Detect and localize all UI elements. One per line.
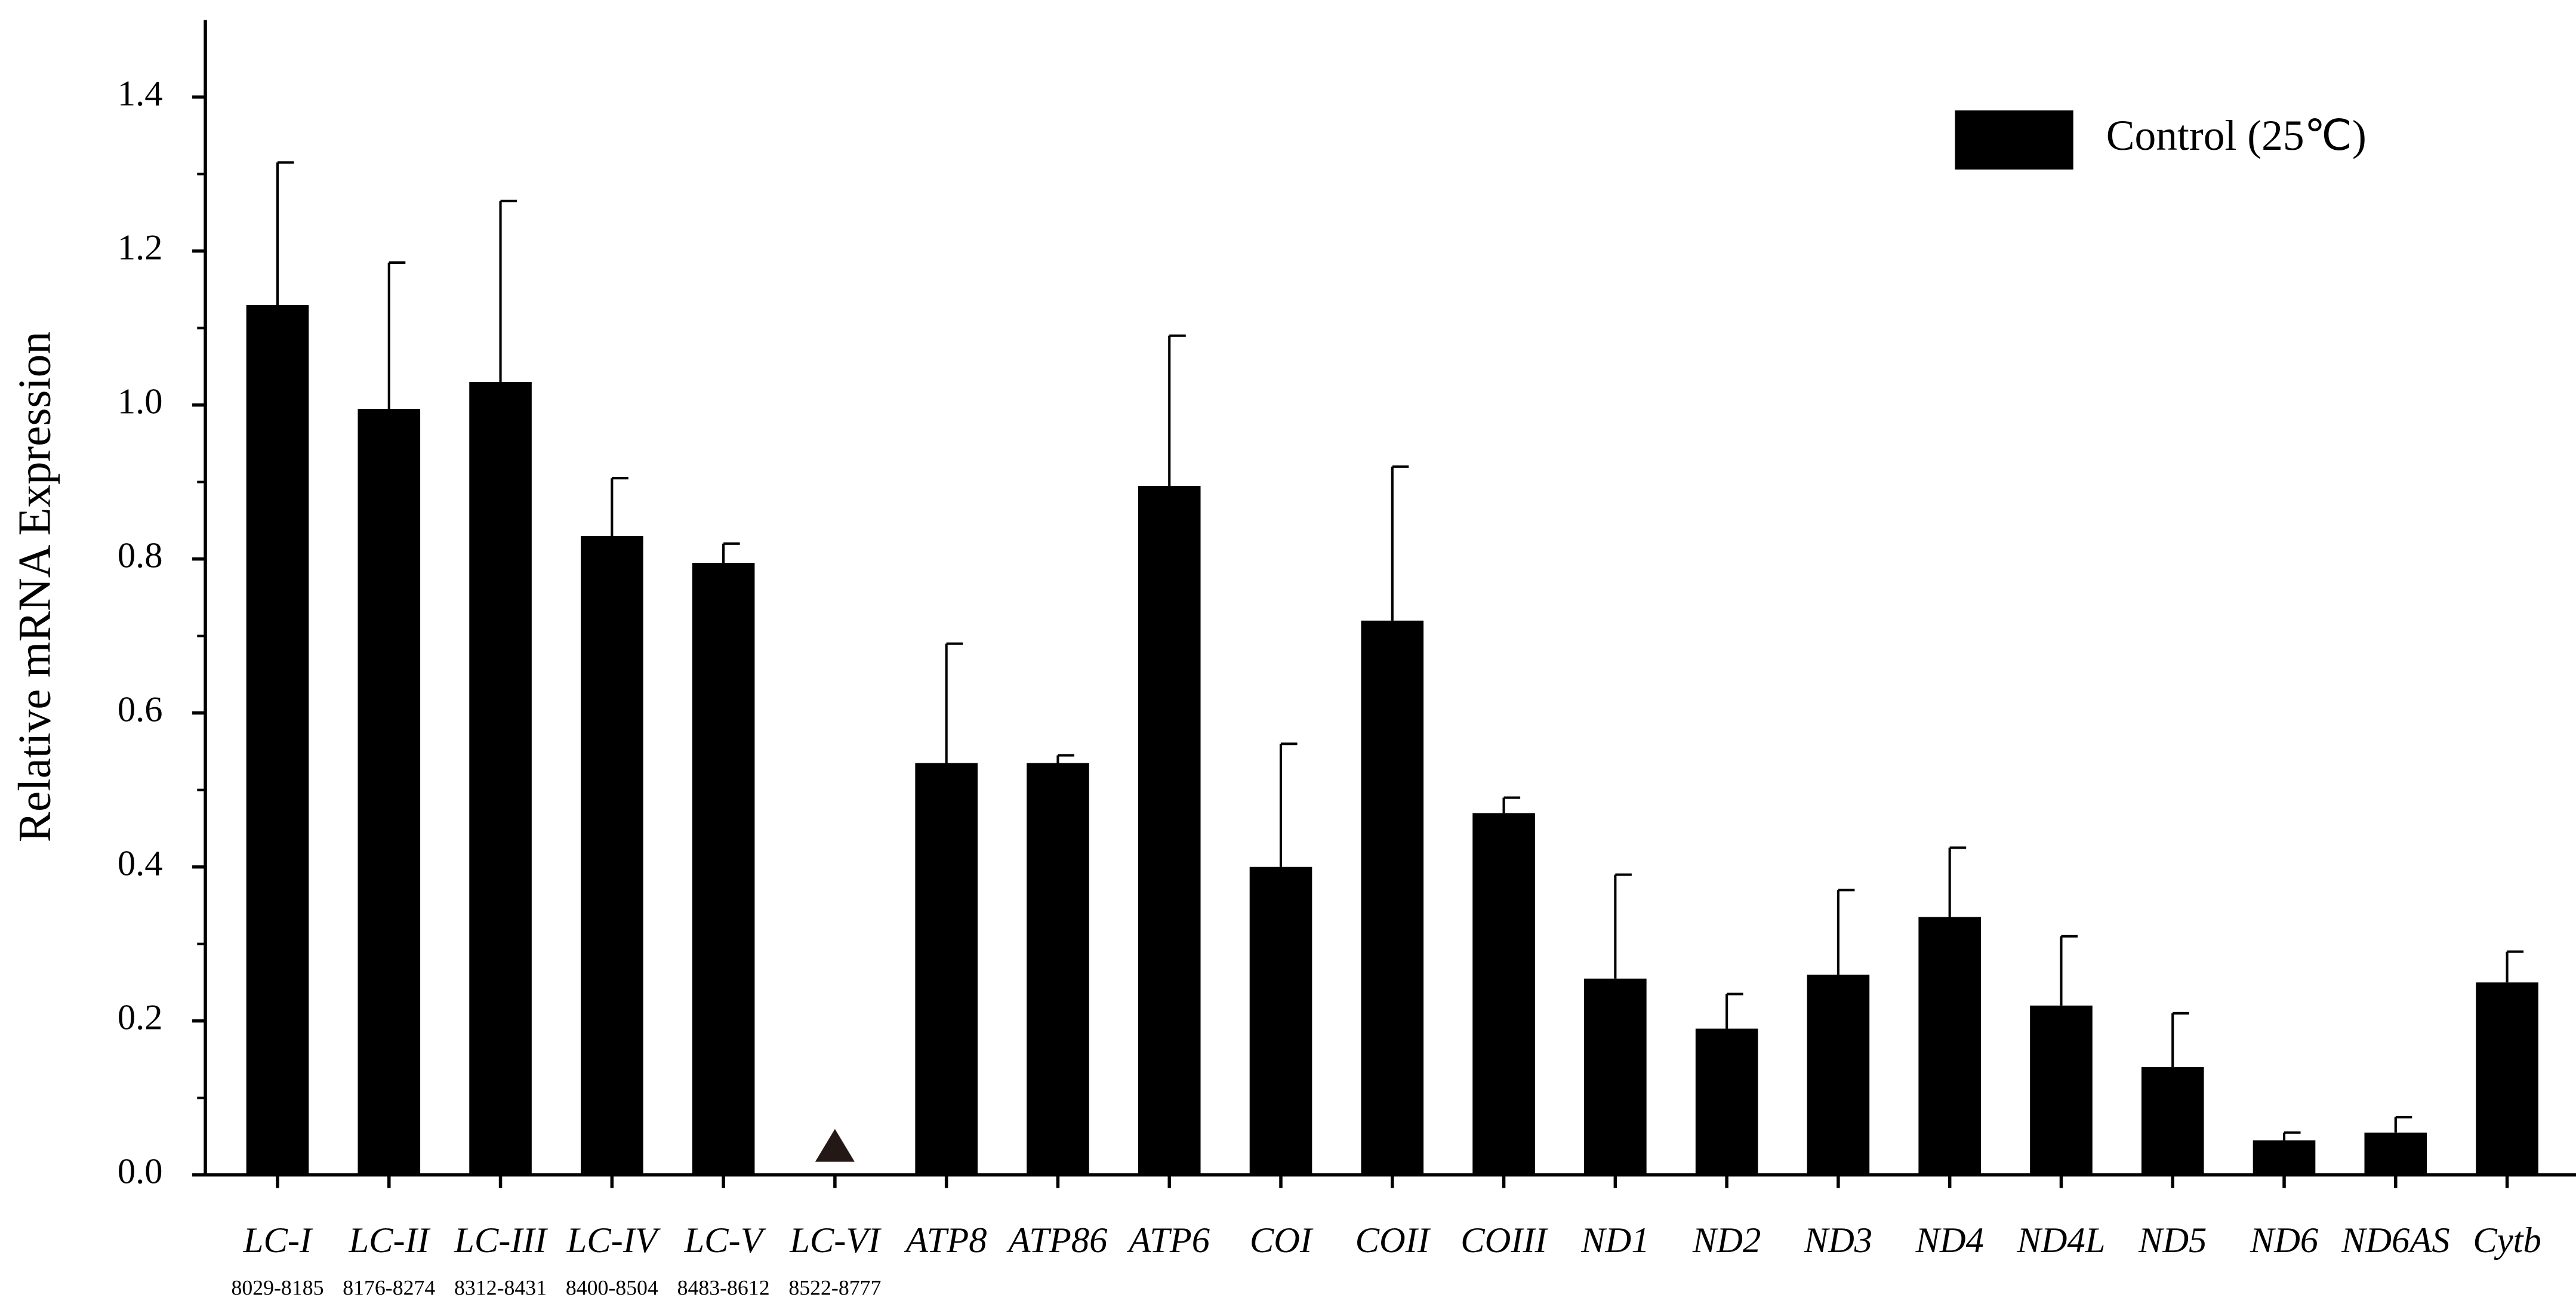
x-tick-label: ND4L xyxy=(2016,1220,2105,1260)
y-tick-label: 1.2 xyxy=(118,228,163,268)
x-tick-sublabel: 8483-8612 xyxy=(677,1276,770,1300)
x-tick-sublabel: 8176-8274 xyxy=(343,1276,435,1300)
x-tick-label: ND6AS xyxy=(2341,1220,2450,1260)
error-bar xyxy=(945,642,963,763)
bar xyxy=(358,409,421,1175)
error-bar xyxy=(1279,742,1298,867)
error-bar xyxy=(276,161,294,305)
error-bar xyxy=(1168,334,1186,486)
error-bar xyxy=(611,477,628,536)
x-tick-label: LC-II xyxy=(348,1220,430,1260)
x-tick-label: LC-I xyxy=(243,1220,313,1260)
bar xyxy=(2253,1140,2316,1175)
bar xyxy=(581,535,643,1175)
error-bar xyxy=(1614,873,1632,979)
legend-swatch xyxy=(1955,110,2073,170)
error-bar xyxy=(2394,1115,2412,1133)
bar xyxy=(692,563,755,1175)
y-tick-label: 0.0 xyxy=(118,1152,163,1192)
x-tick-label: ND5 xyxy=(2138,1220,2207,1260)
error-bar xyxy=(387,261,406,409)
bar xyxy=(246,304,309,1175)
x-tick-sublabel: 8312-8431 xyxy=(454,1276,547,1300)
bar xyxy=(469,381,532,1175)
bar xyxy=(2476,982,2538,1175)
bar xyxy=(1027,763,1089,1175)
legend-label: Control (25℃) xyxy=(2106,112,2367,159)
x-tick-label: LC-V xyxy=(683,1220,766,1260)
x-tick-sublabel: 8522-8777 xyxy=(788,1276,881,1300)
error-bar xyxy=(1725,992,1743,1029)
y-tick-label: 1.0 xyxy=(118,382,163,422)
x-tick-label: LC-III xyxy=(454,1220,549,1260)
bar xyxy=(1138,486,1201,1175)
y-axis-label: Relative mRNA Expression xyxy=(9,331,60,842)
error-bar xyxy=(1948,846,1967,917)
x-tick-label: ND1 xyxy=(1580,1220,1649,1260)
x-tick-label: ND6 xyxy=(2250,1220,2318,1260)
x-tick-label: ND2 xyxy=(1692,1220,1761,1260)
y-tick-label: 1.4 xyxy=(118,74,163,114)
bar xyxy=(1807,975,1870,1175)
x-tick-label: ATP86 xyxy=(1006,1220,1107,1260)
x-tick-label: COII xyxy=(1355,1220,1431,1260)
y-tick-label: 0.2 xyxy=(118,998,163,1038)
error-bar xyxy=(722,542,740,563)
error-bar xyxy=(1837,889,1855,975)
missing-marker xyxy=(815,1129,855,1162)
bar xyxy=(1361,620,1424,1175)
x-tick-label: ATP6 xyxy=(1126,1220,1210,1260)
error-bar xyxy=(2171,1012,2189,1068)
bar xyxy=(1695,1028,1758,1175)
error-bar xyxy=(499,199,517,382)
x-tick-label: ND4 xyxy=(1915,1220,1983,1260)
error-bar xyxy=(2506,950,2524,983)
bar xyxy=(2364,1132,2427,1175)
y-tick-label: 0.8 xyxy=(118,536,163,576)
bar xyxy=(1918,917,1981,1175)
error-bar xyxy=(2060,935,2078,1006)
x-tick-label: ND3 xyxy=(1804,1220,1872,1260)
bar xyxy=(2030,1005,2093,1175)
x-tick-sublabel: 8400-8504 xyxy=(566,1276,658,1300)
bar xyxy=(2141,1067,2204,1175)
bar xyxy=(915,763,978,1175)
bar xyxy=(1249,867,1312,1175)
x-tick-label: LC-VI xyxy=(789,1220,882,1260)
bar xyxy=(1472,813,1535,1175)
y-tick-label: 0.6 xyxy=(118,690,163,730)
x-tick-label: COI xyxy=(1250,1220,1314,1260)
bar xyxy=(1584,978,1647,1175)
error-bar xyxy=(1056,754,1074,763)
x-tick-label: LC-IV xyxy=(566,1220,661,1260)
y-tick-label: 0.4 xyxy=(118,844,163,884)
error-bar xyxy=(2282,1131,2301,1141)
error-bar xyxy=(1502,796,1521,813)
x-tick-label: COIII xyxy=(1460,1220,1548,1260)
error-bar xyxy=(1391,465,1409,621)
x-tick-label: ATP8 xyxy=(904,1220,987,1260)
x-tick-sublabel: 8029-8185 xyxy=(231,1276,323,1300)
x-tick-label: Cytb xyxy=(2473,1220,2541,1260)
